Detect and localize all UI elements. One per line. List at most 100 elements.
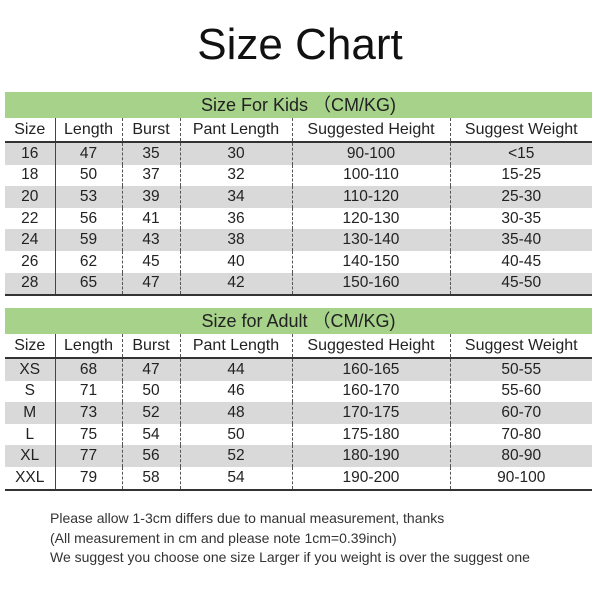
table-cell: 190-200 [291, 466, 450, 491]
table-cell: L [25, 425, 35, 443]
table-cell: 160-170 [291, 380, 450, 403]
table-cell: 79 [54, 466, 122, 491]
column-header: Suggest Weight [449, 118, 592, 143]
table-cell: 20 [5, 186, 55, 208]
table-row: S 71 50 46 160-170 55-60 [5, 380, 592, 403]
table-cell: 65 [54, 272, 122, 297]
table-cell: XXL [5, 466, 55, 491]
table-cell: 54 [179, 466, 292, 491]
page-title: Size Chart [197, 20, 403, 69]
kids-size-table: Size Length Burst Pant Length Suggested Heig… [5, 118, 592, 297]
table-cell: 30 [179, 142, 292, 165]
kids-table-heading: Size For Kids （CM/KG) [5, 92, 592, 118]
table-row: XXL 79 58 54 190-200 90-100 [5, 466, 592, 491]
table-cell: 15-25 [449, 164, 592, 187]
table-cell: 28 [5, 272, 55, 297]
table-cell: 70-80 [449, 423, 592, 446]
note-line: We suggest you choose one size Larger if… [50, 549, 530, 565]
table-cell: 55-60 [449, 380, 592, 403]
note-line: Please allow 1-3cm differs due to manual… [50, 510, 445, 526]
table-row: XL 77 56 52 180-190 80-90 [5, 445, 592, 467]
table-header-row: Size Length Burst Pant Length Suggested Heig… [5, 118, 592, 143]
table-cell: 30-35 [449, 207, 592, 230]
table-cell: 68 [54, 358, 122, 381]
table-row: 18 50 37 32 100-110 15-25 [5, 164, 592, 187]
column-header: Pant Length [179, 118, 292, 143]
table-cell: 59 [54, 229, 122, 251]
table-cell: 47 [121, 272, 180, 297]
adult-size-table: Size Length Burst Pant Length Suggested Heig… [5, 334, 592, 491]
table-row: 16 47 35 30 90-100 <15 [5, 142, 592, 165]
table-cell: 150-160 [291, 272, 450, 297]
column-header: Burst [121, 118, 180, 143]
table-cell: 54 [121, 423, 180, 446]
table-cell: 175-180 [291, 423, 450, 446]
table-row: 20 53 39 34 110-120 25-30 [5, 186, 592, 208]
column-header: Size [5, 118, 55, 143]
table-header-row: Size Length Burst Pant Length Suggested Heig… [5, 334, 592, 359]
table-cell: 50 [179, 423, 292, 446]
table-cell: 80-90 [449, 445, 592, 467]
table-cell: 120-130 [291, 207, 450, 230]
kids-size-table-section: Size For Kids （CM/KG) Size Length Burst Pan… [5, 92, 592, 297]
table-cell: 43 [121, 229, 180, 251]
table-cell: 36 [179, 207, 292, 230]
table-cell: 77 [54, 445, 122, 467]
table-cell: 90-100 [449, 466, 592, 491]
notes: Please allow 1-3cm differs due to manual… [50, 509, 530, 568]
table-row: L 75 54 50 175-180 70-80 [5, 423, 592, 446]
table-cell: 50 [54, 164, 122, 187]
table-cell: <15 [449, 142, 592, 165]
table-cell: 37 [121, 164, 180, 187]
table-cell: 170-175 [291, 402, 450, 424]
table-cell: 180-190 [291, 445, 450, 467]
table-row: 22 56 41 36 120-130 30-35 [5, 207, 592, 230]
adult-size-table-section: Size for Adult （CM/KG) Size Length Burst Pa… [5, 308, 592, 491]
table-cell: 52 [121, 402, 180, 424]
table-cell: 60-70 [449, 402, 592, 424]
table-cell: 50-55 [449, 358, 592, 381]
table-cell: 140-150 [291, 250, 450, 273]
table-cell: 90-100 [291, 142, 450, 165]
table-cell: 160-165 [291, 358, 450, 381]
note-line: (All measurement in cm and please note 1… [50, 529, 397, 546]
column-header: Suggested Height [291, 118, 450, 143]
table-cell: 41 [121, 207, 180, 230]
adult-table-heading: Size for Adult （CM/KG) [5, 308, 592, 334]
table-cell: 45 [121, 250, 180, 273]
table-cell: 24 [5, 229, 55, 251]
table-cell: 25-30 [449, 186, 592, 208]
table-cell: 100-110 [291, 164, 450, 187]
table-cell: 56 [54, 207, 122, 230]
column-header: Size [5, 334, 55, 359]
table-cell: 62 [54, 250, 122, 273]
table-cell: 44 [179, 358, 292, 381]
table-cell: 58 [121, 466, 180, 491]
table-cell: 75 [54, 423, 122, 446]
column-header: Burst [121, 334, 180, 359]
table-cell: S [24, 382, 35, 400]
table-cell: 40-45 [449, 250, 592, 273]
column-header: Length [54, 334, 122, 359]
table-cell: 42 [179, 272, 292, 297]
table-cell: 35-40 [449, 229, 592, 251]
table-cell: 38 [179, 229, 292, 251]
table-cell: 47 [121, 358, 180, 381]
table-row: 28 65 47 42 150-160 45-50 [5, 272, 592, 297]
table-cell: XL [5, 445, 55, 467]
table-cell: 73 [54, 402, 122, 424]
table-row: 24 59 43 38 130-140 35-40 [5, 229, 592, 251]
column-header: Suggested Height [291, 334, 450, 359]
table-cell: 32 [179, 164, 292, 187]
table-cell: 34 [179, 186, 292, 208]
table-cell: 35 [121, 142, 180, 165]
table-cell: XS [5, 358, 55, 381]
table-cell: 26 [21, 252, 39, 270]
table-cell: 22 [21, 209, 39, 227]
table-cell: 48 [179, 402, 292, 424]
table-cell: 110-120 [291, 186, 450, 208]
table-cell: 45-50 [449, 272, 592, 297]
table-row: M 73 52 48 170-175 60-70 [5, 402, 592, 424]
table-cell: 39 [121, 186, 180, 208]
table-row: XS 68 47 44 160-165 50-55 [5, 358, 592, 381]
